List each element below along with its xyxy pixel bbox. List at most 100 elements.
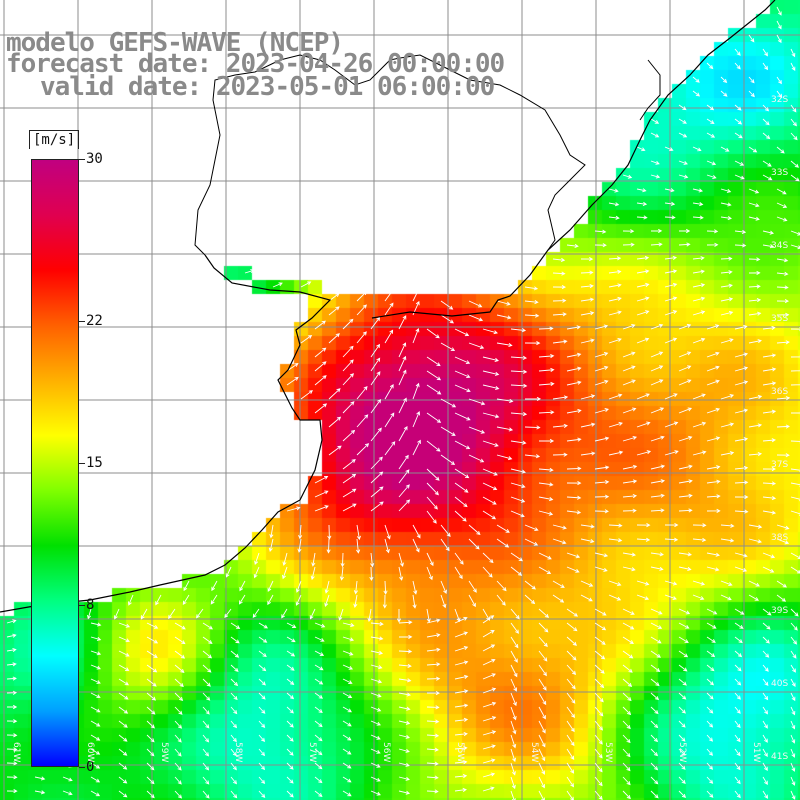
wind-arrow bbox=[239, 580, 246, 592]
wind-arrow bbox=[678, 720, 686, 728]
wind-arrow bbox=[146, 790, 155, 799]
wind-arrow bbox=[594, 720, 604, 731]
wind-arrow bbox=[314, 347, 327, 358]
wind-arrow bbox=[342, 720, 352, 727]
wind-arrow bbox=[692, 337, 706, 344]
wind-arrow bbox=[678, 160, 688, 165]
wind-arrow bbox=[174, 734, 182, 743]
wind-arrow bbox=[310, 566, 316, 581]
wind-arrow bbox=[370, 678, 383, 684]
wind-arrow bbox=[538, 467, 554, 472]
wind-arrow bbox=[258, 748, 266, 757]
wind-arrow bbox=[524, 286, 539, 291]
wind-arrow bbox=[286, 664, 295, 671]
wind-arrow bbox=[594, 622, 607, 631]
wind-arrow bbox=[426, 719, 440, 724]
wind-arrow bbox=[370, 790, 381, 796]
wind-arrow bbox=[254, 552, 260, 565]
wind-arrow bbox=[398, 552, 404, 567]
wind-arrow bbox=[720, 146, 730, 152]
wind-arrow bbox=[440, 538, 450, 552]
wind-arrow bbox=[286, 706, 294, 714]
wind-arrow bbox=[580, 538, 595, 544]
wind-arrow bbox=[454, 552, 464, 565]
wind-arrow bbox=[776, 202, 788, 208]
wind-arrow bbox=[608, 296, 622, 302]
latitude-label: 34S bbox=[771, 241, 789, 251]
wind-arrow bbox=[678, 242, 691, 247]
wind-arrow bbox=[650, 493, 665, 498]
wind-arrow bbox=[650, 323, 664, 330]
wind-arrow bbox=[398, 484, 410, 498]
wind-arrow bbox=[706, 552, 720, 557]
wind-arrow bbox=[282, 552, 288, 566]
wind-arrow bbox=[510, 636, 519, 649]
colorbar-tick-label: 8 bbox=[86, 596, 95, 613]
wind-arrow bbox=[6, 733, 18, 738]
wind-arrow bbox=[608, 188, 619, 193]
wind-arrow bbox=[608, 215, 620, 220]
wind-arrow bbox=[398, 706, 411, 711]
wind-arrow bbox=[398, 499, 411, 512]
wind-arrow bbox=[482, 468, 498, 476]
wind-arrow bbox=[426, 761, 439, 766]
wind-arrow bbox=[650, 566, 664, 571]
wind-arrow bbox=[370, 427, 382, 442]
title-forecast-date: forecast date: 2023-04-26 00:00:00 bbox=[6, 49, 505, 79]
wind-arrow bbox=[62, 790, 73, 796]
wind-arrow bbox=[636, 146, 646, 152]
wind-arrow bbox=[468, 314, 484, 322]
wind-arrow bbox=[706, 720, 714, 728]
wind-arrow bbox=[174, 790, 183, 799]
wind-arrow bbox=[608, 256, 622, 261]
wind-arrow bbox=[146, 678, 157, 687]
wind-arrow bbox=[692, 523, 707, 528]
wind-arrow bbox=[426, 775, 439, 780]
wind-arrow bbox=[678, 407, 693, 414]
wind-arrow bbox=[706, 62, 714, 70]
wind-arrow bbox=[174, 650, 186, 659]
wind-arrow bbox=[230, 692, 238, 701]
wind-arrow bbox=[566, 366, 582, 372]
wind-arrow bbox=[748, 538, 762, 544]
wind-arrow bbox=[748, 270, 761, 275]
wind-arrow bbox=[762, 622, 771, 630]
wind-arrow bbox=[678, 435, 693, 442]
wind-arrow bbox=[776, 20, 782, 30]
wind-arrow bbox=[496, 580, 507, 592]
wind-arrow bbox=[566, 692, 576, 704]
colorbar-tick-mark bbox=[79, 159, 85, 160]
wind-arrow bbox=[706, 118, 715, 124]
wind-arrow bbox=[580, 580, 594, 587]
wind-arrow bbox=[762, 706, 768, 715]
wind-arrow bbox=[202, 650, 213, 659]
wind-arrow bbox=[679, 228, 691, 234]
wind-arrow bbox=[426, 328, 440, 339]
wind-arrow bbox=[398, 566, 404, 581]
wind-arrow bbox=[370, 692, 382, 698]
wind-arrow bbox=[258, 762, 266, 771]
latitude-label: 36S bbox=[771, 387, 789, 397]
wind-arrow bbox=[426, 412, 442, 423]
wind-arrow bbox=[734, 494, 749, 500]
wind-arrow bbox=[762, 367, 777, 372]
wind-arrow bbox=[538, 776, 545, 789]
wind-arrow bbox=[324, 594, 330, 607]
wind-arrow bbox=[762, 664, 769, 672]
wind-arrow bbox=[566, 790, 574, 800]
wind-arrow bbox=[776, 396, 791, 401]
wind-arrow bbox=[510, 468, 526, 474]
wind-arrow bbox=[622, 566, 636, 572]
wind-arrow bbox=[6, 789, 18, 794]
wind-arrow bbox=[636, 296, 650, 302]
wind-arrow bbox=[594, 243, 607, 248]
wind-arrow bbox=[636, 580, 650, 586]
wind-arrow bbox=[174, 636, 186, 645]
wind-arrow bbox=[790, 411, 800, 415]
wind-arrow bbox=[734, 48, 741, 56]
wind-arrow bbox=[706, 650, 716, 658]
wind-arrow bbox=[692, 269, 705, 274]
wind-arrow bbox=[594, 762, 603, 773]
wind-arrow bbox=[370, 776, 381, 782]
wind-arrow bbox=[382, 594, 387, 609]
